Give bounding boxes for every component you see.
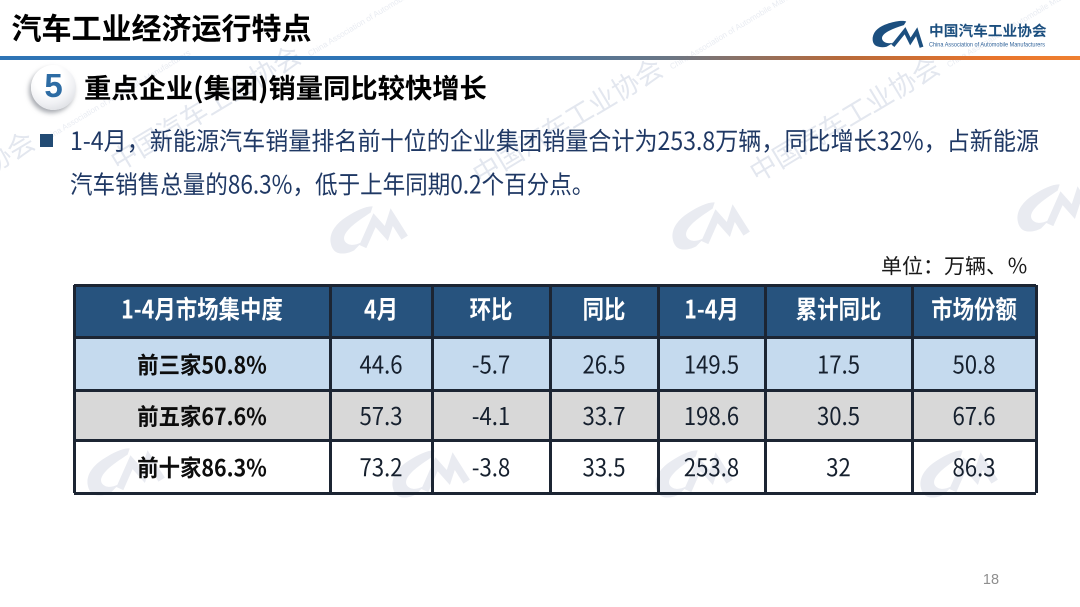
svg-text:China Association of Automobil: China Association of Automobile Manufact…	[929, 42, 1045, 49]
